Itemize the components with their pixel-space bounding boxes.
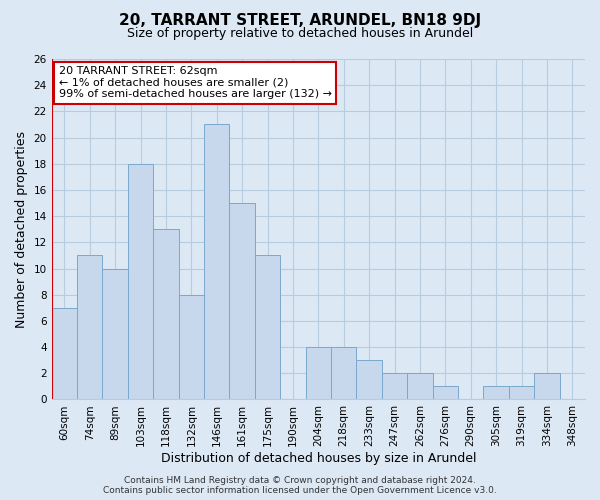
- Bar: [128, 164, 153, 400]
- Y-axis label: Number of detached properties: Number of detached properties: [15, 130, 28, 328]
- Bar: [407, 374, 433, 400]
- Bar: [484, 386, 509, 400]
- Bar: [52, 308, 77, 400]
- X-axis label: Distribution of detached houses by size in Arundel: Distribution of detached houses by size …: [161, 452, 476, 465]
- Bar: [77, 256, 103, 400]
- Bar: [229, 203, 255, 400]
- Bar: [179, 294, 204, 400]
- Bar: [331, 347, 356, 400]
- Text: Size of property relative to detached houses in Arundel: Size of property relative to detached ho…: [127, 28, 473, 40]
- Text: 20, TARRANT STREET, ARUNDEL, BN18 9DJ: 20, TARRANT STREET, ARUNDEL, BN18 9DJ: [119, 12, 481, 28]
- Bar: [356, 360, 382, 400]
- Bar: [382, 374, 407, 400]
- Bar: [305, 347, 331, 400]
- Bar: [509, 386, 534, 400]
- Bar: [255, 256, 280, 400]
- Text: 20 TARRANT STREET: 62sqm
← 1% of detached houses are smaller (2)
99% of semi-det: 20 TARRANT STREET: 62sqm ← 1% of detache…: [59, 66, 332, 99]
- Bar: [433, 386, 458, 400]
- Bar: [204, 124, 229, 400]
- Bar: [153, 229, 179, 400]
- Text: Contains HM Land Registry data © Crown copyright and database right 2024.
Contai: Contains HM Land Registry data © Crown c…: [103, 476, 497, 495]
- Bar: [534, 374, 560, 400]
- Bar: [103, 268, 128, 400]
